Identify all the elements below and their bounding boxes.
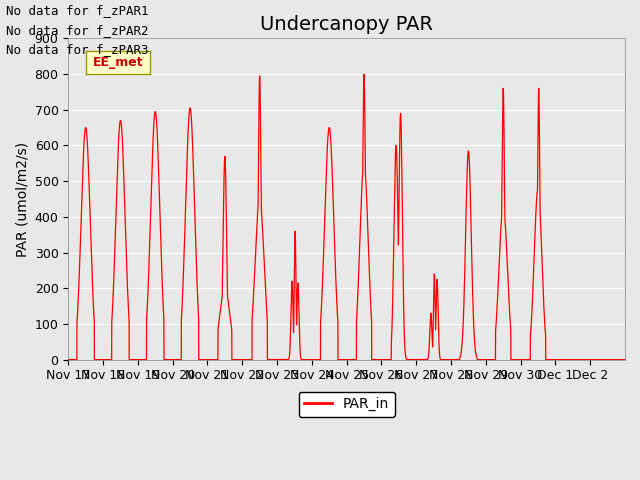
Text: EE_met: EE_met <box>93 56 144 70</box>
Y-axis label: PAR (umol/m2/s): PAR (umol/m2/s) <box>15 142 29 256</box>
Legend: PAR_in: PAR_in <box>298 392 395 417</box>
Text: No data for f_zPAR2: No data for f_zPAR2 <box>6 24 149 36</box>
Text: No data for f_zPAR1: No data for f_zPAR1 <box>6 4 149 17</box>
Title: Undercanopy PAR: Undercanopy PAR <box>260 15 433 34</box>
Text: No data for f_zPAR3: No data for f_zPAR3 <box>6 43 149 56</box>
